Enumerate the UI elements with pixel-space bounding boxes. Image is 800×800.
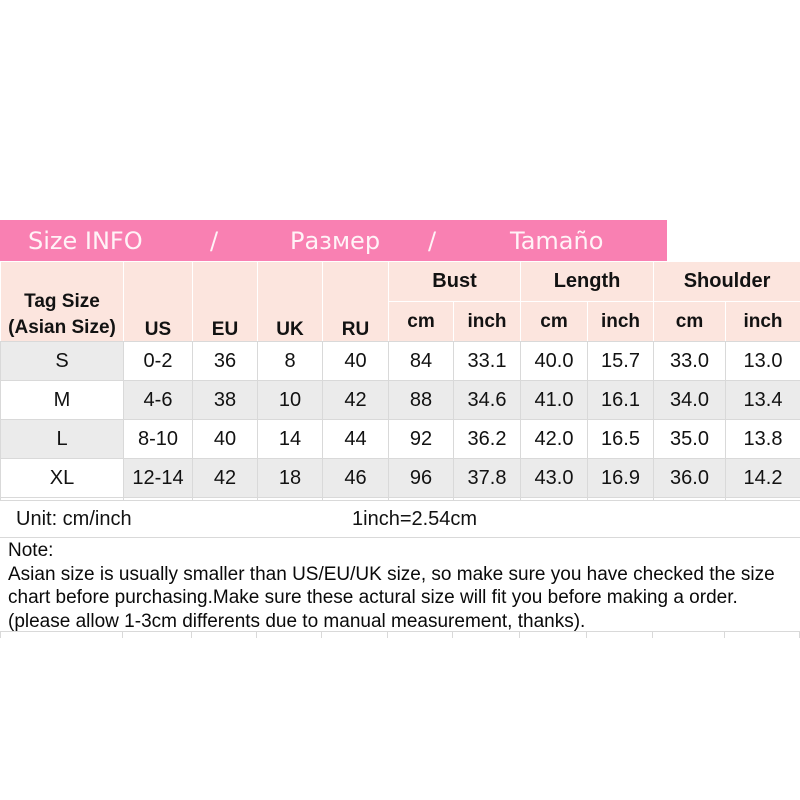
table-cell: 13.8 xyxy=(725,419,800,459)
banner-title-russian: Размер xyxy=(290,226,381,255)
table-cell: 34.0 xyxy=(653,380,727,420)
table-cell: 88 xyxy=(388,380,454,420)
table-cell: 34.6 xyxy=(452,380,522,420)
banner-slash-separator: / xyxy=(428,226,437,255)
column-header-ru: RU xyxy=(322,261,389,342)
table-cell: 38 xyxy=(192,380,258,420)
group-header-bust: Bust xyxy=(387,261,522,302)
table-cell: 4-6 xyxy=(123,380,193,420)
unit-bar: Unit: cm/inch 1inch=2.54cm xyxy=(0,501,800,538)
note-heading: Note: xyxy=(8,540,54,561)
header-group-row: Tag Size (Asian Size) US EU UK RU Bust L… xyxy=(0,261,800,342)
banner-title-spanish: Tamaño xyxy=(510,226,604,255)
tag-size-cell: M xyxy=(0,380,124,420)
banner-slash-separator: / xyxy=(210,226,219,255)
table-cell: 15.7 xyxy=(587,341,655,381)
column-header-uk: UK xyxy=(257,261,323,342)
table-cell: 16.5 xyxy=(587,419,655,459)
group-header-shoulder: Shoulder xyxy=(653,261,800,302)
inch-conversion-label: 1inch=2.54cm xyxy=(352,508,478,530)
table-cell: 42 xyxy=(322,380,389,420)
unit-header-cm: cm xyxy=(653,301,727,342)
table-cell: 13.4 xyxy=(725,380,800,420)
table-cell: 14 xyxy=(257,419,323,459)
table-cell: 46 xyxy=(322,458,389,498)
table-cell: 8-10 xyxy=(123,419,193,459)
table-cell: 41.0 xyxy=(520,380,589,420)
clipped-bottom-row xyxy=(0,632,800,638)
column-header-eu: EU xyxy=(192,261,258,342)
group-header-length: Length xyxy=(520,261,655,302)
note-section: Note: Asian size is usually smaller than… xyxy=(0,538,800,632)
table-cell: 8 xyxy=(257,341,323,381)
unit-header-cm: cm xyxy=(520,301,589,342)
unit-label: Unit: cm/inch xyxy=(16,508,132,530)
column-header-us: US xyxy=(123,261,193,342)
table-row-l: L 8-10 40 14 44 92 36.2 42.0 16.5 35.0 1… xyxy=(0,419,800,459)
table-cell: 37.8 xyxy=(452,458,522,498)
table-cell: 36.2 xyxy=(452,419,522,459)
table-row-m: M 4-6 38 10 42 88 34.6 41.0 16.1 34.0 13… xyxy=(0,380,800,420)
table-cell: 14.2 xyxy=(725,458,800,498)
table-cell: 36.0 xyxy=(653,458,727,498)
table-row-s: S 0-2 36 8 40 84 33.1 40.0 15.7 33.0 13.… xyxy=(0,341,800,381)
table-cell: 42 xyxy=(192,458,258,498)
table-cell: 96 xyxy=(388,458,454,498)
table-cell: 16.1 xyxy=(587,380,655,420)
table-row-xl: XL 12-14 42 18 46 96 37.8 43.0 16.9 36.0… xyxy=(0,458,800,498)
size-chart-table: Tag Size (Asian Size) US EU UK RU Bust L… xyxy=(0,261,800,501)
table-cell: 13.0 xyxy=(725,341,800,381)
table-cell: 16.9 xyxy=(587,458,655,498)
table-cell: 44 xyxy=(322,419,389,459)
table-cell: 40.0 xyxy=(520,341,589,381)
table-cell: 40 xyxy=(192,419,258,459)
table-cell: 43.0 xyxy=(520,458,589,498)
tag-size-cell: XL xyxy=(0,458,124,498)
size-info-banner: Size INFO / Размер / Tamaño xyxy=(0,220,667,261)
tag-size-cell: L xyxy=(0,419,124,459)
table-cell: 12-14 xyxy=(123,458,193,498)
table-cell: 18 xyxy=(257,458,323,498)
unit-header-inch: inch xyxy=(587,301,655,342)
tag-size-header-line1: Tag Size xyxy=(24,291,100,312)
table-cell: 33.0 xyxy=(653,341,727,381)
unit-header-inch: inch xyxy=(725,301,800,342)
table-cell: 92 xyxy=(388,419,454,459)
table-cell: 36 xyxy=(192,341,258,381)
clipped-row xyxy=(0,497,800,501)
table-cell: 10 xyxy=(257,380,323,420)
header-units-row: cm inch cm inch cm inch xyxy=(1,301,800,342)
note-body: Asian size is usually smaller than US/EU… xyxy=(8,563,775,632)
table-cell: 35.0 xyxy=(653,419,727,459)
table-cell: 84 xyxy=(388,341,454,381)
banner-title-english: Size INFO xyxy=(28,226,143,255)
tag-size-header-line2: (Asian Size) xyxy=(8,317,116,338)
unit-header-inch: inch xyxy=(452,301,522,342)
tag-size-cell: S xyxy=(0,341,124,381)
table-cell: 40 xyxy=(322,341,389,381)
table-cell: 0-2 xyxy=(123,341,193,381)
unit-header-cm: cm xyxy=(388,301,454,342)
table-cell: 33.1 xyxy=(452,341,522,381)
tag-size-header: Tag Size (Asian Size) xyxy=(0,261,124,342)
table-cell: 42.0 xyxy=(520,419,589,459)
